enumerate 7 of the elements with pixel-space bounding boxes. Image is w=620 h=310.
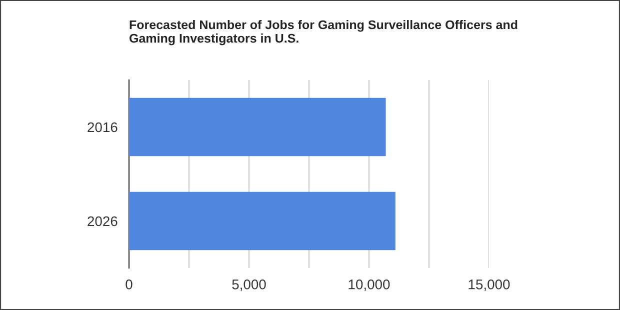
y-tick-label: 2026 bbox=[88, 216, 118, 226]
x-tick-label: 0 bbox=[126, 279, 132, 290]
y-tick-label: 2016 bbox=[88, 122, 118, 132]
x-tick-label: 10,000 bbox=[348, 279, 390, 291]
x-tick-label: 5,000 bbox=[232, 279, 266, 291]
x-tick-label: 15,000 bbox=[468, 279, 510, 291]
chart-title: Forecasted Number of Jobs for Gaming Surveillance Officers and Gaming Investigators in U.S. bbox=[130, 20, 518, 46]
